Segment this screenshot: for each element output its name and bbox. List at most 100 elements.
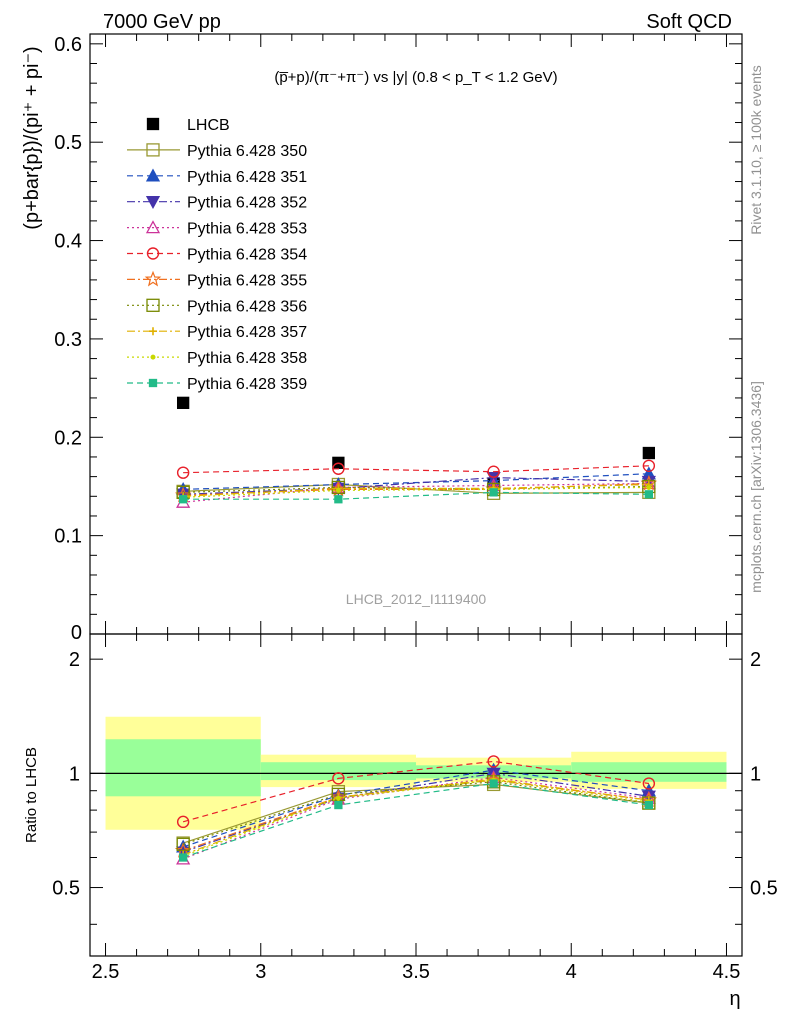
ratio-point [176,815,190,829]
legend-marker [146,298,160,312]
series-line [183,483,649,497]
ratio-y-tick-label-right: 1 [750,763,761,785]
series-5 [176,459,656,479]
ratio-point [644,800,654,810]
ratio-y-tick-label: 0.5 [52,878,80,900]
legend-entry-1: Pythia 6.428 350 [127,143,307,160]
legend-marker [145,196,161,210]
ratio-line [182,778,649,856]
legend-label: Pythia 6.428 359 [187,376,307,393]
legend-entry-8: Pythia 6.428 357 [127,324,307,341]
series-line [183,491,649,500]
legend-entry-0: LHCB [146,117,230,134]
data-point [331,480,346,495]
data-point [178,495,188,504]
y-tick-label: 0 [71,622,82,644]
legend-label: Pythia 6.428 354 [187,247,307,264]
ratio-point [489,779,498,788]
watermark: LHCB_2012_I1119400 [346,591,487,607]
ratio-point [334,800,343,810]
ratio-y-tick-label: 1 [69,763,80,785]
legend-label: Pythia 6.428 351 [187,169,307,186]
ratio-line [182,760,649,823]
series-line [183,465,649,474]
ratio-point [642,777,656,790]
main-chart-title: (p̅+p)/(π⁻+π⁻) vs |y| (0.8 < p_T < 1.2 G… [274,69,557,86]
legend-marker [145,168,161,182]
legend-marker [148,378,158,388]
legend-label: Pythia 6.428 350 [187,143,307,160]
x-axis-label: η [729,988,740,1010]
legend-label: Pythia 6.428 356 [187,298,307,315]
data-point [486,471,501,485]
legend-label: Pythia 6.428 352 [187,195,307,212]
legend-marker [146,117,160,131]
series-line [183,476,649,495]
legend-label: Pythia 6.428 355 [187,272,307,289]
ratio-band-green [260,762,416,781]
ratio-point [178,853,188,862]
x-tick-label: 3 [255,961,266,983]
y-tick-label: 0.2 [54,427,82,449]
ratio-series-4 [176,755,656,829]
legend-label: Pythia 6.428 357 [187,324,307,341]
ratio-point [487,755,500,768]
ratio-point [332,772,345,785]
header-right: Soft QCD [646,11,732,33]
data-point [642,446,656,460]
legend-entry-6: Pythia 6.428 355 [127,270,307,289]
x-tick-label: 4 [566,961,577,983]
legend-marker [146,143,160,157]
y-tick-label: 0.5 [54,132,82,154]
mcplots-label: mcplots.cern.ch [arXiv:1306.3436] [748,381,764,593]
x-tick-label: 2.5 [92,961,120,983]
legend-entry-2: Pythia 6.428 351 [127,168,307,186]
legend-entry-4: Pythia 6.428 353 [127,220,307,238]
legend: LHCB Pythia 6.428 350 Pythia 6.428 351 Pyth… [127,117,307,393]
data-point [332,462,345,475]
data-point [646,484,652,490]
legend-marker [149,327,157,336]
ratio-band-green [105,739,261,797]
legend-entry-5: Pythia 6.428 354 [127,247,307,264]
data-point [335,487,341,493]
series-10 [178,488,654,504]
series-line [183,473,649,490]
data-point [176,466,190,479]
ratio-series-9 [178,779,654,862]
data-point [176,396,190,410]
data-point [644,490,654,499]
legend-label: Pythia 6.428 358 [187,350,307,367]
data-point [489,488,498,497]
ratio-y-tick-label: 2 [69,649,80,671]
legend-entry-9: Pythia 6.428 358 [127,350,307,367]
y-tick-label: 0.4 [54,231,82,253]
ratio-y-tick-label-right: 0.5 [750,878,778,900]
data-point [334,495,343,504]
legend-entry-10: Pythia 6.428 359 [127,376,307,393]
axes-ticks: 0.1 0.2 0.3 0.4 0.5 0.6 0 0.5 0.5 1 1 2 2 2.5 3 3.5 4 4.5 [52,34,778,983]
y-tick-label: 0.3 [54,329,82,351]
ratio-line [182,769,649,848]
legend-marker [146,247,160,260]
rivet-label: Rivet 3.1.10, ≥ 100k events [748,65,764,235]
ratio-band-green [571,762,727,782]
legend-marker [145,220,161,234]
ratio-y-tick-label-right: 2 [750,649,761,671]
ratio-line [182,779,649,857]
ratio-series-group [174,755,658,865]
legend-marker [150,354,156,360]
header-left: 7000 GeV pp [103,11,221,33]
y-tick-label: 0.6 [54,34,82,56]
data-point [487,465,500,478]
ratio-line [182,776,649,860]
legend-label: Pythia 6.428 353 [187,221,307,238]
ratio-point [176,837,190,851]
ratio-line [182,772,649,853]
y-tick-label: 0.1 [54,526,82,548]
series-8 [179,480,653,501]
series-0 [176,396,656,490]
main-series-group [174,396,658,508]
ratio-uncertainty-bands [90,716,742,830]
